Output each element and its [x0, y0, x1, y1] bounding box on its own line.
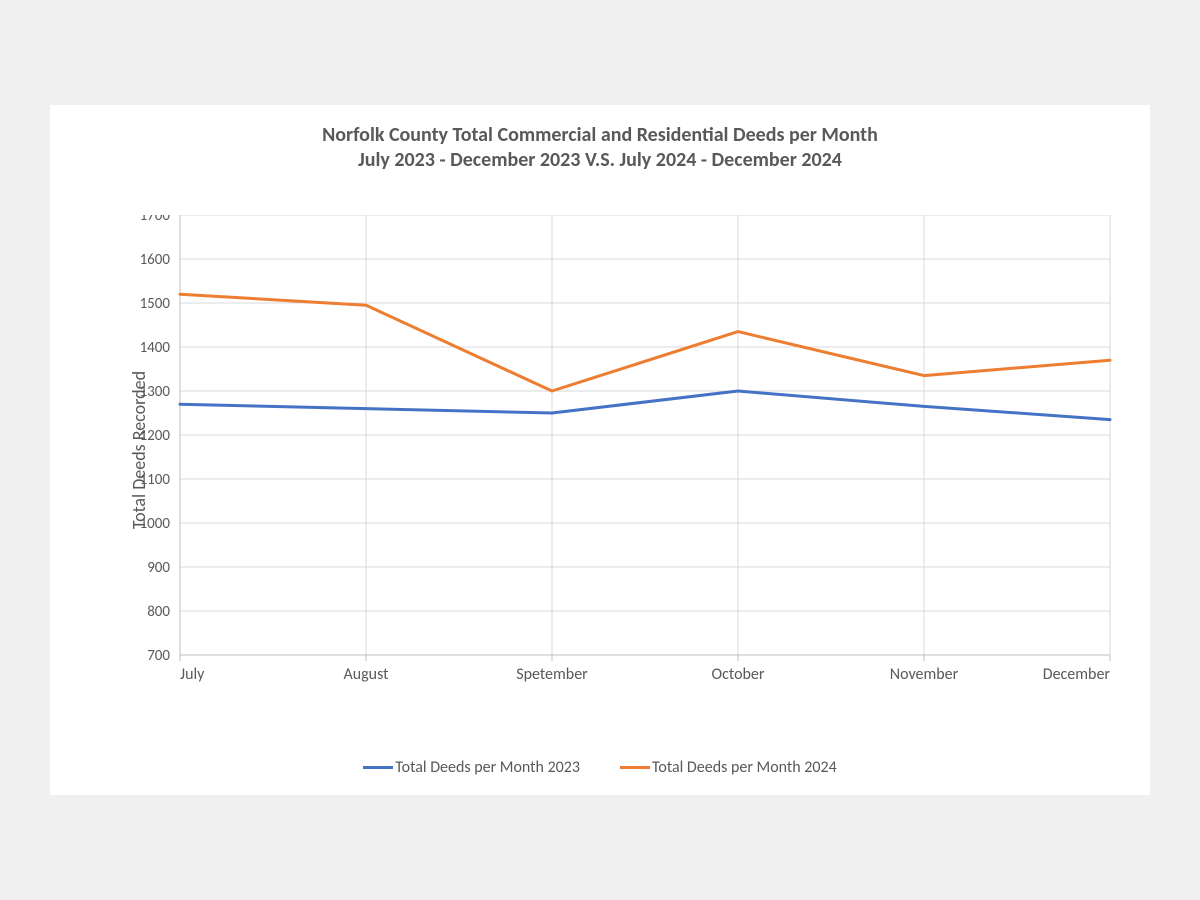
legend-swatch-2023	[363, 766, 393, 769]
svg-text:1200: 1200	[140, 427, 171, 445]
svg-text:1000: 1000	[140, 515, 171, 533]
plot-area: 700 800 900 1000 1100 1200 1300 1400 1500 1600 170…	[120, 215, 1120, 685]
svg-text:December: December	[1043, 665, 1111, 684]
chart-title: Norfolk County Total Commercial and Resi…	[50, 105, 1150, 173]
chart-svg: 700 800 900 1000 1100 1200 1300 1400 1500 1600 170…	[120, 215, 1120, 685]
legend-item-2024: Total Deeds per Month 2024	[620, 758, 837, 777]
svg-text:1600: 1600	[140, 251, 171, 269]
svg-text:1100: 1100	[140, 471, 171, 489]
legend-label-2023: Total Deeds per Month 2023	[395, 758, 580, 777]
svg-text:800: 800	[147, 603, 170, 621]
svg-text:1400: 1400	[140, 339, 171, 357]
chart-title-line1: Norfolk County Total Commercial and Resi…	[50, 123, 1150, 148]
svg-text:1700: 1700	[140, 215, 171, 225]
legend-label-2024: Total Deeds per Month 2024	[652, 758, 837, 777]
legend-swatch-2024	[620, 766, 650, 769]
svg-text:Spetember: Spetember	[516, 665, 588, 684]
chart-title-line2: July 2023 - December 2023 V.S. July 2024…	[50, 148, 1150, 173]
svg-text:900: 900	[147, 559, 170, 577]
legend: Total Deeds per Month 2023 Total Deeds p…	[50, 758, 1150, 777]
svg-text:July: July	[180, 665, 205, 684]
legend-item-2023: Total Deeds per Month 2023	[363, 758, 580, 777]
svg-text:August: August	[343, 665, 389, 684]
svg-text:November: November	[890, 665, 959, 684]
svg-text:October: October	[712, 665, 765, 684]
svg-text:1300: 1300	[140, 383, 171, 401]
svg-text:1500: 1500	[140, 295, 171, 313]
chart-container: Norfolk County Total Commercial and Resi…	[50, 105, 1150, 795]
svg-text:700: 700	[147, 647, 170, 665]
